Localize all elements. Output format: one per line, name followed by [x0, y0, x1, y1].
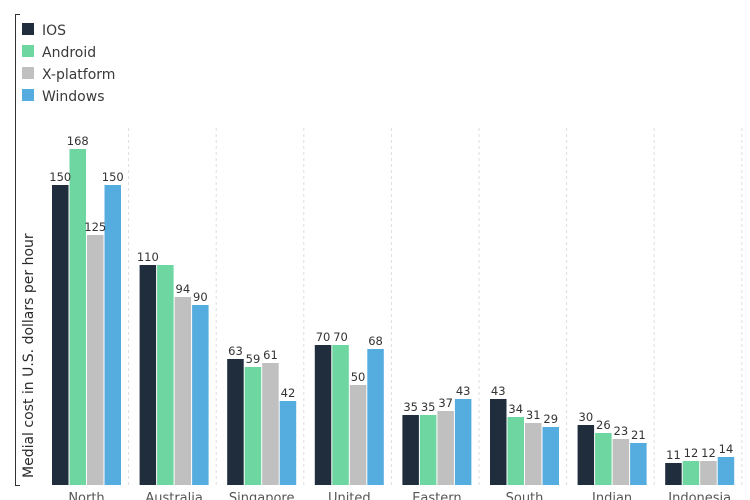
category-label: South	[506, 491, 544, 500]
bar-windows-south	[542, 427, 559, 485]
value-label: 26	[596, 418, 611, 432]
legend-label-ios: IOS	[42, 23, 66, 39]
bar-android-singapore	[244, 367, 262, 485]
value-label: 29	[543, 412, 558, 426]
category-label: North	[68, 491, 104, 500]
bar-android-eastern	[419, 415, 437, 485]
category-label: Indian	[592, 491, 632, 500]
value-label: 150	[102, 170, 124, 184]
value-label: 14	[719, 442, 734, 456]
bars	[52, 149, 735, 485]
value-label: 59	[246, 352, 261, 366]
bar-x-platform-indian	[612, 439, 630, 485]
value-label: 31	[526, 408, 541, 422]
value-label: 35	[421, 400, 436, 414]
bar-ios-indian	[577, 425, 595, 485]
bar-ios-indonesia	[665, 463, 682, 485]
bar-x-platform-eastern	[437, 411, 454, 485]
legend-item-android: Android	[22, 45, 96, 61]
value-label: 61	[263, 348, 278, 362]
bar-ios-eastern	[402, 415, 419, 485]
value-label: 23	[614, 424, 629, 438]
bar-windows-indonesia	[717, 457, 735, 485]
value-label: 63	[228, 344, 243, 358]
bar-x-platform-singapore	[262, 363, 279, 485]
legend-item-x-platform: X-platform	[22, 67, 115, 83]
value-label: 43	[491, 384, 506, 398]
bar-windows-singapore	[279, 401, 297, 485]
value-label: 35	[403, 400, 418, 414]
bar-x-platform-north	[87, 235, 104, 485]
bar-android-indian	[595, 433, 612, 485]
bar-x-platform-south	[525, 423, 542, 485]
bar-windows-indian	[630, 443, 647, 485]
category-label: United	[328, 491, 371, 500]
category-label: Eastern	[412, 491, 461, 500]
bar-android-indonesia	[682, 461, 700, 485]
value-label: 12	[684, 446, 699, 460]
bar-android-united	[332, 345, 349, 485]
legend-label-x-platform: X-platform	[42, 67, 115, 83]
value-label: 110	[137, 250, 159, 264]
value-label: 125	[84, 220, 106, 234]
bar-windows-australia	[192, 305, 209, 485]
bar-ios-united	[314, 345, 332, 485]
value-label: 70	[316, 330, 331, 344]
value-label: 43	[456, 384, 471, 398]
value-label: 90	[193, 290, 208, 304]
legend-item-windows: Windows	[22, 89, 105, 105]
bar-x-platform-australia	[174, 297, 192, 485]
value-label: 94	[176, 282, 191, 296]
bar-ios-australia	[139, 265, 157, 485]
legend-label-android: Android	[42, 45, 96, 61]
bar-x-platform-united	[349, 385, 367, 485]
y-axis-label: Medial cost in U.S. dollars per hour	[21, 233, 37, 478]
legend-item-ios: IOS	[22, 23, 66, 39]
bar-windows-eastern	[454, 399, 472, 485]
value-label: 12	[701, 446, 716, 460]
value-label: 68	[368, 334, 383, 348]
value-label: 30	[579, 410, 594, 424]
value-label: 34	[508, 402, 523, 416]
category-label: Singapore	[229, 491, 295, 500]
value-label: 21	[631, 428, 646, 442]
value-label: 168	[67, 134, 89, 148]
bar-android-south	[507, 417, 524, 485]
legend-swatch-android	[22, 45, 34, 57]
category-label: Indonesia	[668, 491, 731, 500]
value-label: 42	[281, 386, 296, 400]
legend-swatch-windows	[22, 89, 34, 101]
legend-swatch-x-platform	[22, 67, 34, 79]
category-label: Australia	[145, 491, 203, 500]
legend-label-windows: Windows	[42, 89, 105, 105]
bar-ios-south	[490, 399, 507, 485]
bar-x-platform-indonesia	[700, 461, 717, 485]
legend-swatch-ios	[22, 23, 34, 35]
bar-ios-north	[52, 185, 69, 485]
category-labels: North Australia Singapore United Eastern Sout…	[68, 491, 731, 500]
value-label: 50	[351, 370, 366, 384]
value-label: 70	[333, 330, 348, 344]
value-label: 37	[438, 396, 453, 410]
value-label: 11	[666, 448, 681, 462]
bar-ios-singapore	[227, 359, 244, 485]
legend: IOS Android X-platform Windows	[22, 23, 115, 105]
bar-windows-north	[104, 185, 121, 485]
bar-android-north	[69, 149, 86, 485]
value-label: 150	[49, 170, 71, 184]
bar-windows-united	[367, 349, 384, 485]
bar-android-australia	[157, 265, 174, 485]
